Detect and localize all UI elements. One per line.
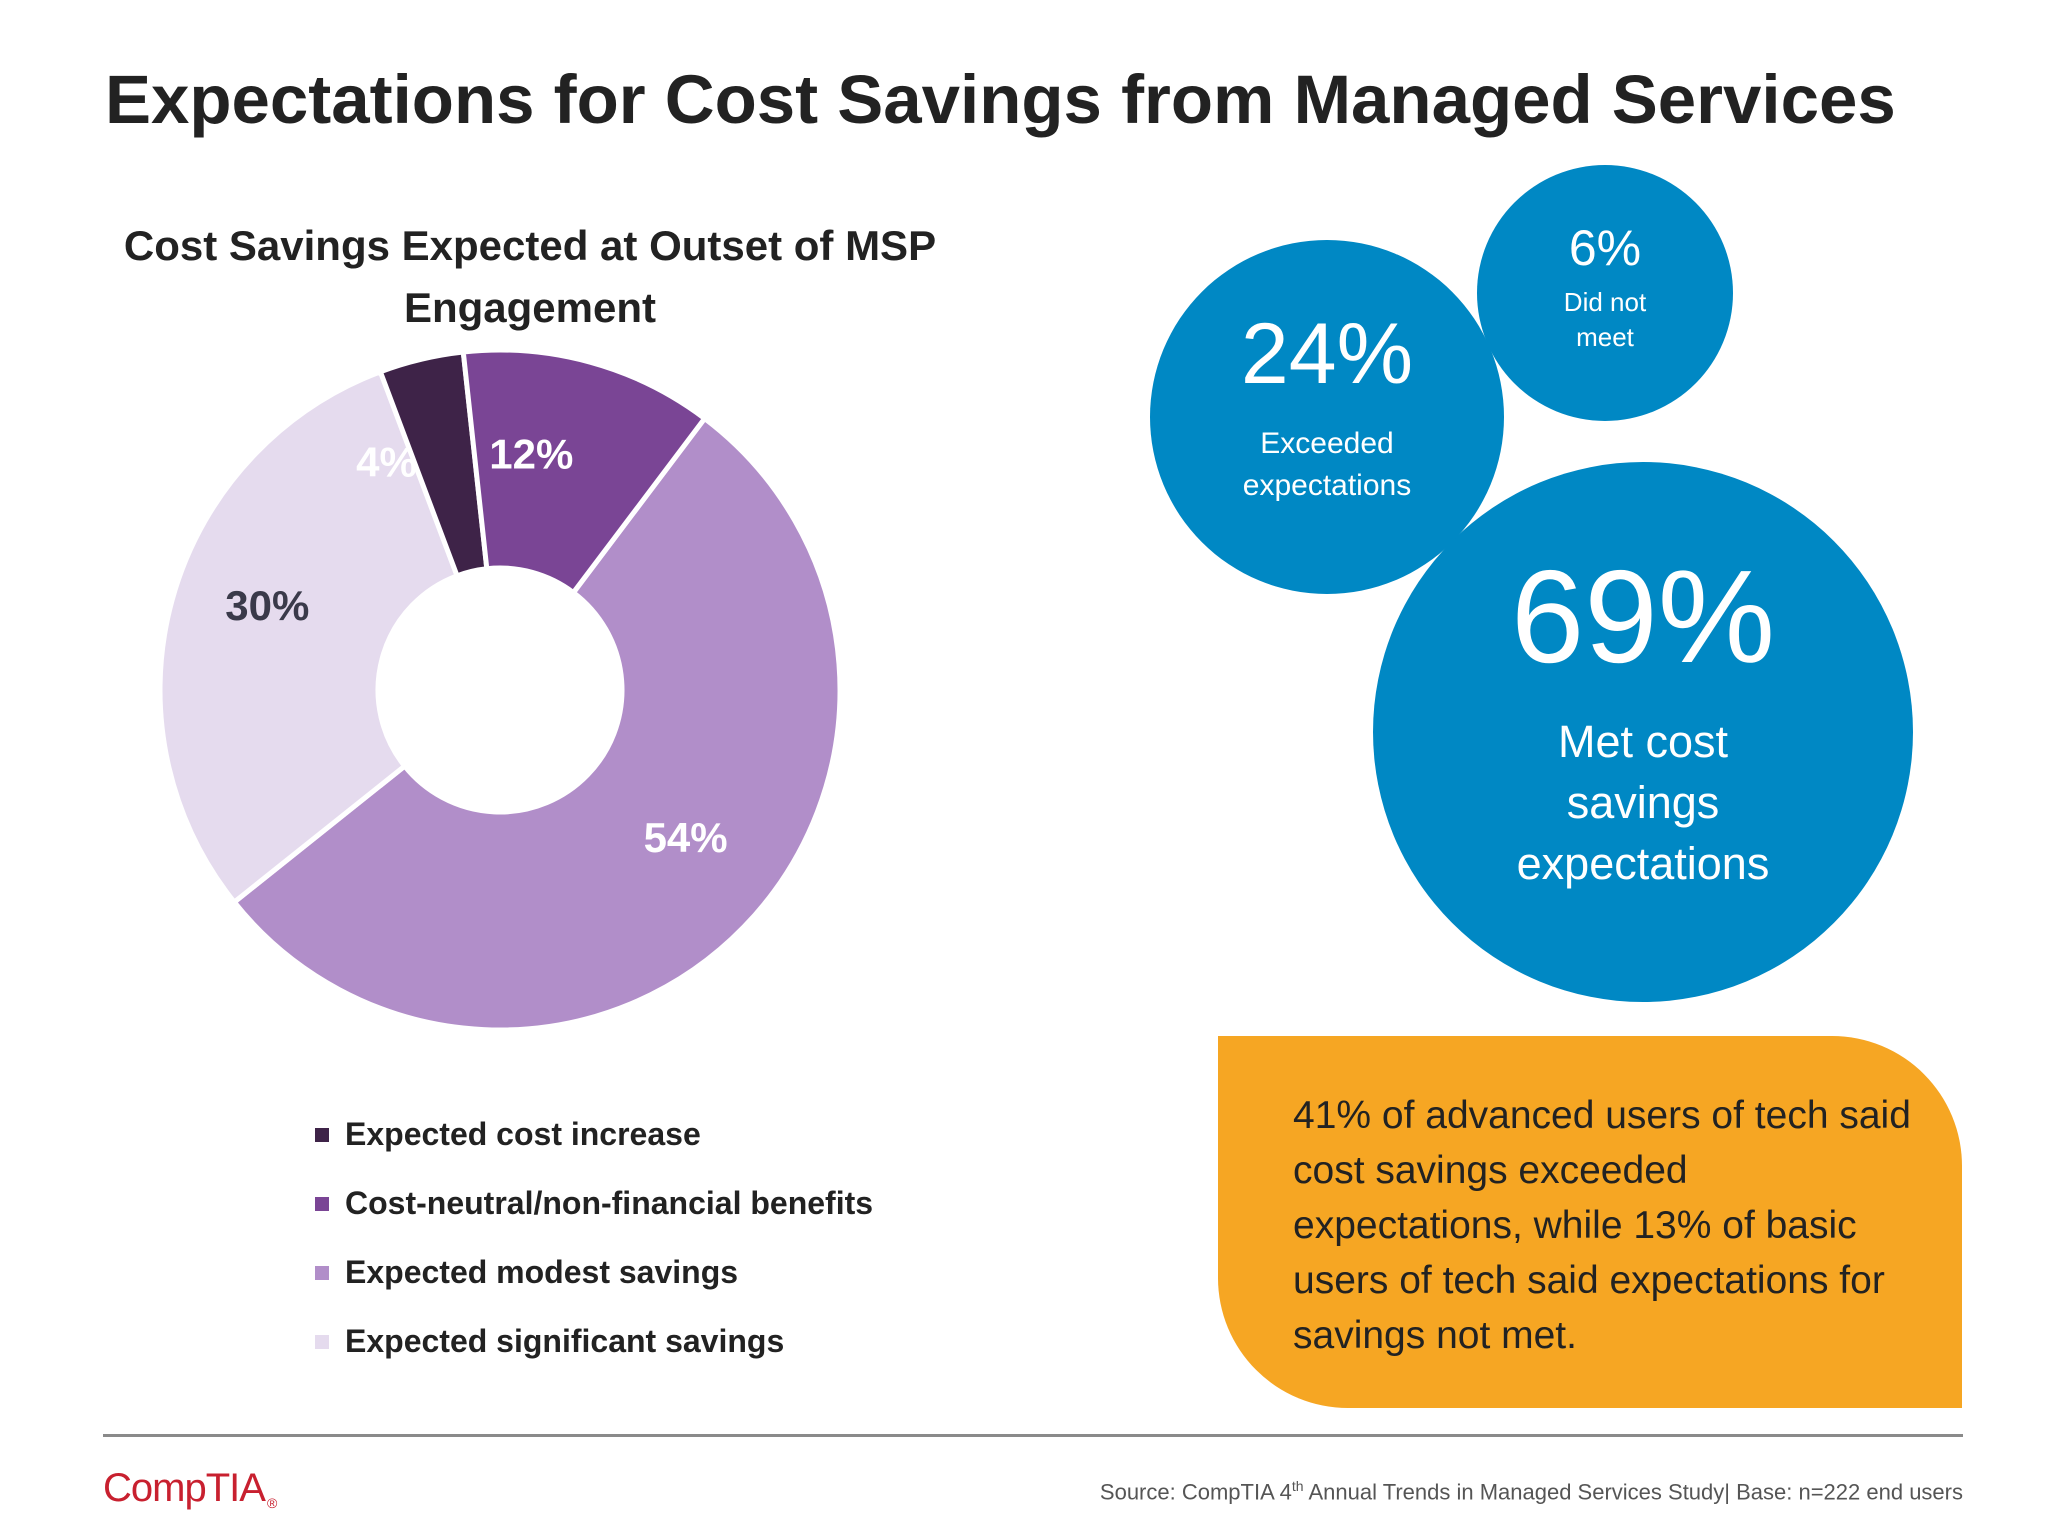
page-title: Expectations for Cost Savings from Manag… bbox=[105, 61, 1896, 138]
donut-slice-expected-significant-savings bbox=[157, 368, 461, 906]
donut-chart: 54% 30% 4% 12% bbox=[157, 347, 843, 1033]
bubble-not-met-value: 6% bbox=[1568, 220, 1642, 276]
legend-label: Expected significant savings bbox=[345, 1323, 785, 1359]
bubble-not-met-label: Did not meet bbox=[1563, 287, 1647, 352]
legend-label: Cost-neutral/non-financial benefits bbox=[345, 1185, 874, 1221]
legend-swatch bbox=[315, 1196, 329, 1211]
donut-label-54pct: 54% bbox=[644, 814, 728, 861]
registered-mark-icon: ® bbox=[266, 1495, 277, 1511]
bubble-met-label: Met cost savings expectations bbox=[1516, 715, 1770, 889]
legend-swatch bbox=[315, 1265, 329, 1280]
legend-item: Cost-neutral/non-financial benefits bbox=[315, 1169, 873, 1238]
donut-slice-cost-neutral-non-financial-benefits bbox=[460, 347, 709, 597]
chart-legend: Expected cost increase Cost-neutral/non-f… bbox=[315, 1100, 873, 1376]
bubble-exceeded-value: 24% bbox=[1240, 306, 1414, 402]
legend-label: Expected modest savings bbox=[345, 1254, 739, 1290]
legend-label: Expected cost increase bbox=[345, 1116, 701, 1152]
donut-label-30pct: 30% bbox=[225, 582, 309, 629]
source-prefix: Source: CompTIA 4 bbox=[1099, 1479, 1292, 1505]
bubble-exceeded-expectations: 24% Exceeded expectations bbox=[1150, 240, 1504, 594]
logo-text: CompTIA bbox=[103, 1466, 266, 1510]
donut-label-4pct: 4% bbox=[356, 438, 417, 485]
chart-title: Cost Savings Expected at Outset of MSP E… bbox=[123, 222, 937, 331]
footer-divider bbox=[103, 1434, 1963, 1437]
source-superscript: th bbox=[1291, 1478, 1304, 1494]
bubble-exceeded-label: Exceeded expectations bbox=[1242, 427, 1412, 502]
bubble-met-expectations: 69% Met cost savings expectations bbox=[1373, 462, 1913, 1002]
callout-text: 41% of advanced users of tech said cost … bbox=[1293, 1094, 1911, 1357]
source-suffix: Annual Trends in Managed Services Study|… bbox=[1303, 1479, 1963, 1505]
donut-slice-expected-modest-savings bbox=[230, 414, 843, 1033]
legend-item: Expected cost increase bbox=[315, 1100, 873, 1169]
callout-box: 41% of advanced users of tech said cost … bbox=[1218, 1036, 1962, 1408]
bubble-did-not-meet: 6% Did not meet bbox=[1477, 165, 1733, 421]
source-note: Source: CompTIA 4th Annual Trends in Man… bbox=[1100, 1478, 1963, 1505]
legend-swatch bbox=[315, 1334, 329, 1349]
legend-item: Expected modest savings bbox=[315, 1238, 873, 1307]
legend-swatch bbox=[315, 1127, 329, 1142]
legend-item: Expected significant savings bbox=[315, 1307, 873, 1376]
bubble-met-value: 69% bbox=[1510, 542, 1776, 690]
comptia-logo: CompTIA ® bbox=[103, 1466, 277, 1511]
donut-label-12pct: 12% bbox=[489, 430, 573, 477]
